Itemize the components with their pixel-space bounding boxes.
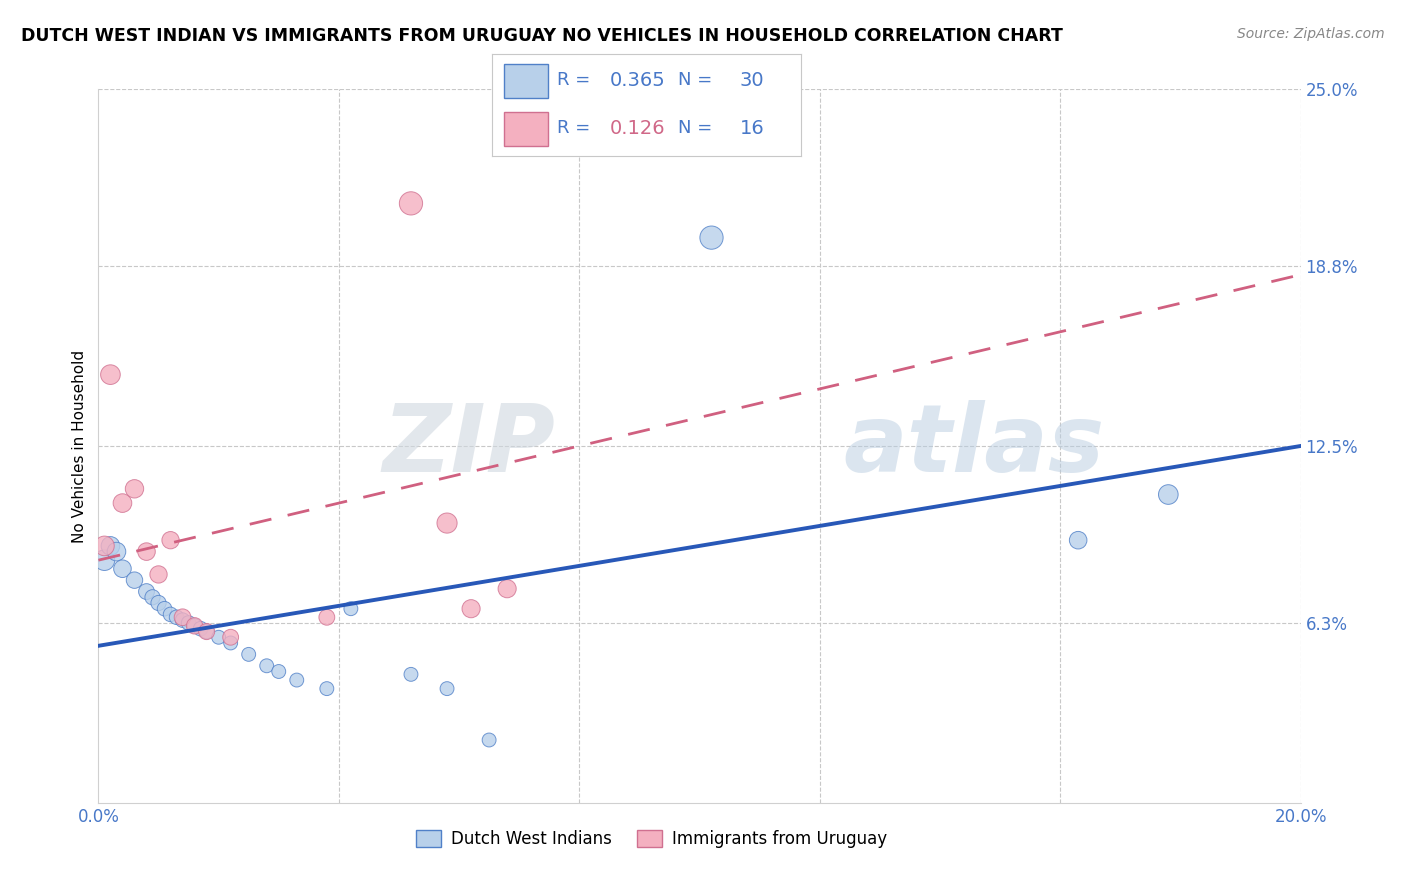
Point bbox=[172, 613, 194, 627]
Point bbox=[93, 539, 115, 553]
Point bbox=[1067, 533, 1090, 548]
Point bbox=[285, 673, 308, 687]
Point bbox=[177, 615, 200, 630]
Point bbox=[135, 584, 157, 599]
Point bbox=[148, 567, 170, 582]
Point bbox=[460, 601, 482, 615]
Text: 0.365: 0.365 bbox=[610, 70, 665, 90]
Point bbox=[219, 630, 242, 644]
FancyBboxPatch shape bbox=[505, 64, 548, 97]
Point bbox=[141, 591, 163, 605]
Point bbox=[478, 733, 501, 747]
Point bbox=[315, 610, 337, 624]
Point bbox=[166, 610, 188, 624]
Y-axis label: No Vehicles in Household: No Vehicles in Household bbox=[72, 350, 87, 542]
Text: R =: R = bbox=[557, 71, 596, 89]
Point bbox=[159, 607, 181, 622]
Point bbox=[153, 601, 176, 615]
Point bbox=[172, 610, 194, 624]
Point bbox=[124, 573, 146, 587]
Point bbox=[208, 630, 231, 644]
Point bbox=[1157, 487, 1180, 501]
Point bbox=[124, 482, 146, 496]
Point bbox=[159, 533, 181, 548]
Point bbox=[267, 665, 290, 679]
Point bbox=[183, 619, 205, 633]
Point bbox=[238, 648, 260, 662]
Point bbox=[496, 582, 519, 596]
Point bbox=[111, 496, 134, 510]
Point bbox=[190, 622, 212, 636]
Text: 16: 16 bbox=[740, 119, 765, 138]
Point bbox=[183, 619, 205, 633]
Text: 30: 30 bbox=[740, 70, 765, 90]
Point bbox=[195, 624, 218, 639]
Point bbox=[148, 596, 170, 610]
Point bbox=[105, 544, 128, 558]
Text: 0.126: 0.126 bbox=[610, 119, 665, 138]
Text: N =: N = bbox=[678, 120, 717, 137]
FancyBboxPatch shape bbox=[505, 112, 548, 145]
Point bbox=[93, 553, 115, 567]
Point bbox=[111, 562, 134, 576]
Point bbox=[195, 624, 218, 639]
Legend: Dutch West Indians, Immigrants from Uruguay: Dutch West Indians, Immigrants from Urug… bbox=[409, 823, 894, 855]
Point bbox=[436, 681, 458, 696]
Text: atlas: atlas bbox=[844, 400, 1105, 492]
Point bbox=[100, 368, 122, 382]
Point bbox=[135, 544, 157, 558]
Point bbox=[436, 516, 458, 530]
Text: DUTCH WEST INDIAN VS IMMIGRANTS FROM URUGUAY NO VEHICLES IN HOUSEHOLD CORRELATIO: DUTCH WEST INDIAN VS IMMIGRANTS FROM URU… bbox=[21, 27, 1063, 45]
Point bbox=[100, 539, 122, 553]
Point bbox=[315, 681, 337, 696]
Point bbox=[219, 636, 242, 650]
Text: N =: N = bbox=[678, 71, 717, 89]
Point bbox=[399, 196, 422, 211]
Point bbox=[700, 230, 723, 244]
Point bbox=[256, 658, 278, 673]
Point bbox=[340, 601, 363, 615]
Point bbox=[399, 667, 422, 681]
Text: R =: R = bbox=[557, 120, 596, 137]
Text: ZIP: ZIP bbox=[382, 400, 555, 492]
Text: Source: ZipAtlas.com: Source: ZipAtlas.com bbox=[1237, 27, 1385, 41]
